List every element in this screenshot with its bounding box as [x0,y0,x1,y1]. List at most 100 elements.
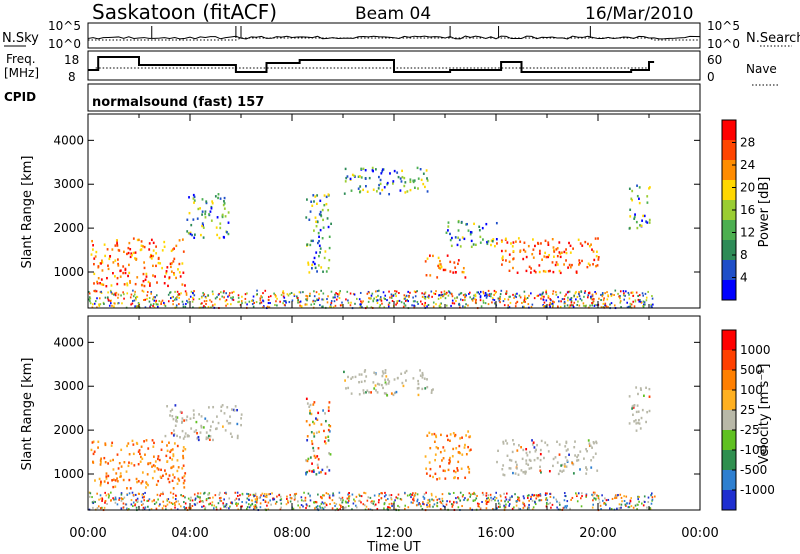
echo-cell [348,495,351,498]
echo-cell [143,298,145,301]
echo-cell [648,409,651,413]
echo-cell [365,184,367,188]
echo-cell [636,226,639,230]
echo-cell [453,434,456,438]
echo-cell [485,222,488,226]
echo-cell [327,406,330,409]
echo-cell [566,504,568,507]
echo-cell [208,492,211,495]
echo-cell [521,457,524,461]
echo-cell [322,270,324,273]
echo-cell [426,434,429,437]
echo-cell [474,293,477,296]
echo-cell [474,493,477,496]
echo-cell [123,496,126,499]
echo-cell [639,299,641,302]
echo-cell [629,302,632,305]
echo-cell [528,503,530,506]
echo-cell [111,479,113,482]
echo-cell [269,302,271,305]
power-colorbar-tick-label: 16 [740,203,755,217]
echo-cell [592,491,595,494]
echo-cell [214,195,217,198]
echo-cell [486,295,488,298]
echo-cell [239,494,241,497]
echo-cell [246,497,249,500]
echo-cell [524,470,526,474]
echo-cell [315,501,318,504]
echo-cell [285,301,287,304]
echo-cell [638,294,641,297]
echo-cell [163,303,166,306]
velocity-colorbar-tick-label: -100 [740,443,767,457]
echo-cell [117,467,120,470]
echo-cell [332,494,334,497]
echo-cell [545,505,548,508]
echo-cell [93,289,96,292]
echo-cell [263,492,266,495]
echo-cell [159,494,161,497]
echo-cell [508,260,511,263]
echo-cell [173,298,176,301]
echo-cell [207,434,210,438]
echo-cell [328,235,331,239]
echo-cell [517,498,519,501]
echo-cell [302,505,304,508]
echo-cell [591,304,593,307]
echo-cell [488,294,490,297]
echo-cell [393,378,396,381]
echo-cell [574,440,576,443]
echo-cell [129,281,132,284]
echo-cell [357,187,360,190]
echo-cell [293,294,296,297]
echo-cell [92,244,94,247]
echo-cell [459,437,462,440]
echo-cell [312,403,315,406]
echo-cell [114,479,117,482]
echo-cell [319,251,321,254]
echo-cell [229,505,231,508]
echo-cell [508,503,511,506]
echo-cell [128,271,131,275]
echo-cell [216,233,219,237]
echo-cell [591,506,594,509]
echo-cell [512,266,514,270]
echo-cell [390,498,393,501]
echo-cell [607,306,609,309]
echo-cell [312,420,314,424]
echo-cell [137,450,140,453]
echo-cell [175,500,178,503]
echo-cell [384,371,387,374]
echo-cell [202,224,204,227]
echo-cell [377,187,380,190]
echo-cell [509,301,512,304]
echo-cell [135,506,138,509]
echo-cell [648,387,651,391]
echo-cell [205,499,208,502]
echo-cell [134,251,137,254]
echo-cell [139,460,142,463]
echo-cell [353,293,356,296]
echo-cell [200,415,203,418]
echo-cell [327,435,330,438]
echo-cell [120,475,122,478]
echo-cell [318,239,320,243]
echo-cell [253,507,256,510]
echo-cell [358,499,360,502]
echo-cell [475,497,478,500]
echo-cell [488,500,490,503]
echo-cell [175,419,177,423]
echo-cell [499,503,501,506]
echo-cell [89,492,92,495]
echo-cell [516,449,519,452]
echo-cell [503,473,506,477]
echo-cell [178,296,180,299]
echo-cell [568,263,571,267]
echo-cell [631,199,634,202]
echo-cell [180,292,182,295]
echo-cell [105,494,108,497]
echo-cell [306,299,308,302]
echo-cell [189,417,192,420]
echo-cell [289,500,292,503]
echo-cell [323,194,326,197]
